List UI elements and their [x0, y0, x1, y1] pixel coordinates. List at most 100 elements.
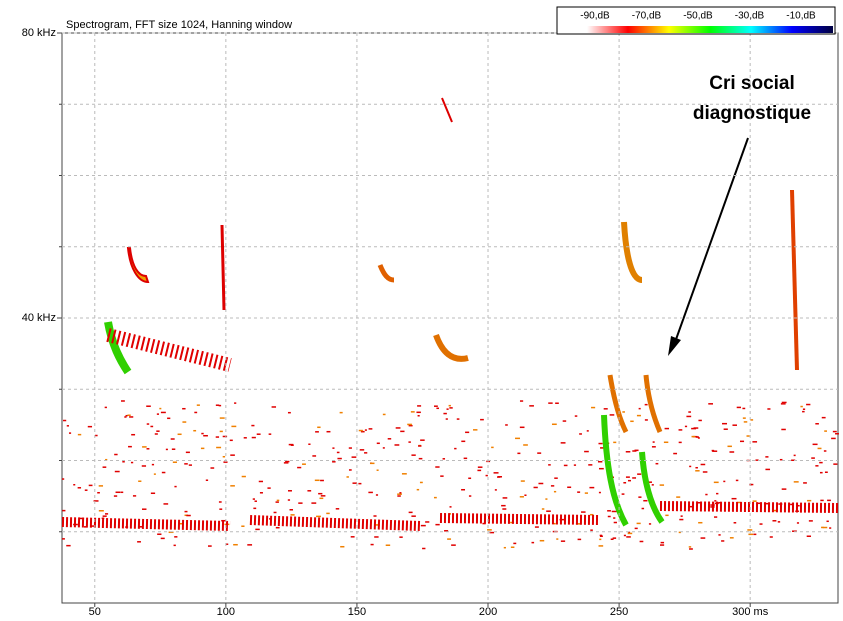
noise-dot [160, 537, 165, 540]
noise-dot [577, 538, 582, 541]
noise-dot [125, 414, 128, 417]
noise-dot [416, 411, 421, 414]
noise-dot [817, 447, 822, 450]
noise-dot [165, 448, 168, 451]
noise-dot [623, 482, 627, 484]
noise-dot [219, 430, 223, 433]
noise-dot [827, 499, 831, 502]
noise-dot [752, 441, 758, 443]
noise-dot [267, 487, 271, 489]
noise-dot [350, 536, 355, 538]
noise-dot [129, 416, 134, 418]
noise-dot [417, 415, 420, 417]
noise-dot [142, 508, 147, 510]
noise-dot [287, 499, 291, 501]
noise-dot [408, 424, 413, 427]
noise-dot [287, 490, 292, 492]
noise-dot [137, 541, 141, 543]
noise-dot [811, 457, 815, 459]
noise-dot [163, 503, 169, 505]
y-tick-label: 40 kHz [22, 312, 56, 324]
noise-dot [407, 423, 412, 426]
noise-dot [632, 477, 637, 479]
noise-dot [517, 452, 521, 455]
noise-dot [779, 458, 783, 461]
colorbar-label: -50,dB [683, 11, 713, 22]
x-tick-label: 50 [89, 606, 101, 616]
noise-dot [425, 521, 430, 523]
noise-dot [68, 432, 72, 434]
noise-dot [545, 498, 548, 500]
noise-dot [826, 520, 829, 523]
noise-dot [442, 458, 446, 460]
noise-dot [676, 496, 681, 498]
noise-dot [368, 428, 373, 430]
noise-dot [157, 533, 162, 535]
noise-dot [689, 548, 693, 550]
noise-dot [420, 439, 425, 441]
noise-dot [241, 525, 245, 527]
y-tick-label: 80 kHz [22, 27, 56, 39]
noise-dot [172, 461, 177, 463]
noise-dot [215, 436, 220, 438]
spectrogram-image [61, 97, 839, 531]
x-tick-label: 250 [610, 606, 628, 616]
noise-dot [440, 475, 444, 477]
noise-dot [203, 434, 208, 437]
noise-dot [318, 492, 323, 495]
noise-dot [531, 541, 535, 544]
noise-dot [252, 498, 255, 500]
noise-dot [639, 540, 644, 543]
noise-dot [637, 473, 642, 475]
noise-dot [66, 544, 71, 547]
noise-dot [66, 425, 69, 427]
noise-dot [584, 450, 589, 453]
noise-dot [503, 546, 506, 549]
noise-dot [697, 437, 700, 439]
noise-dot [320, 479, 324, 482]
noise-dot [127, 414, 131, 416]
noise-dot [225, 543, 229, 545]
noise-dot [375, 494, 379, 496]
noise-dot [562, 420, 567, 422]
noise-dot [311, 502, 317, 504]
noise-dot [174, 485, 177, 488]
noise-dot [358, 482, 362, 485]
noise-dot [823, 450, 827, 452]
noise-dot [283, 462, 289, 464]
noise-dot [184, 463, 188, 465]
annotation: Cri social diagnostique [668, 73, 811, 356]
noise-dot [93, 500, 99, 502]
noise-dot [465, 431, 470, 434]
noise-dot [159, 407, 162, 410]
noise-dot [98, 510, 104, 512]
noise-dot [659, 484, 665, 486]
noise-dot [638, 496, 642, 498]
noise-dot [370, 543, 374, 546]
noise-dot [160, 411, 166, 414]
noise-dot [182, 407, 186, 410]
noise-dot [399, 536, 403, 538]
noise-dot [193, 429, 197, 432]
noise-dot [387, 438, 392, 440]
noise-dot [829, 527, 832, 529]
noise-dot [487, 529, 492, 531]
noise-dot [146, 448, 150, 450]
noise-dot [207, 545, 212, 547]
noise-dot [223, 461, 228, 463]
noise-dot [182, 421, 187, 423]
noise-dot [647, 481, 652, 483]
noise-dot [247, 544, 253, 546]
noise-dot [700, 463, 706, 466]
noise-dot [722, 422, 728, 425]
noise-dot [643, 499, 648, 502]
noise-dot [815, 423, 819, 425]
noise-dot [684, 425, 688, 428]
noise-dot [205, 479, 209, 481]
noise-dot [408, 441, 411, 443]
noise-dot [348, 447, 352, 449]
noise-dot [835, 433, 839, 435]
noise-dot [748, 533, 754, 536]
noise-dot [611, 510, 617, 513]
